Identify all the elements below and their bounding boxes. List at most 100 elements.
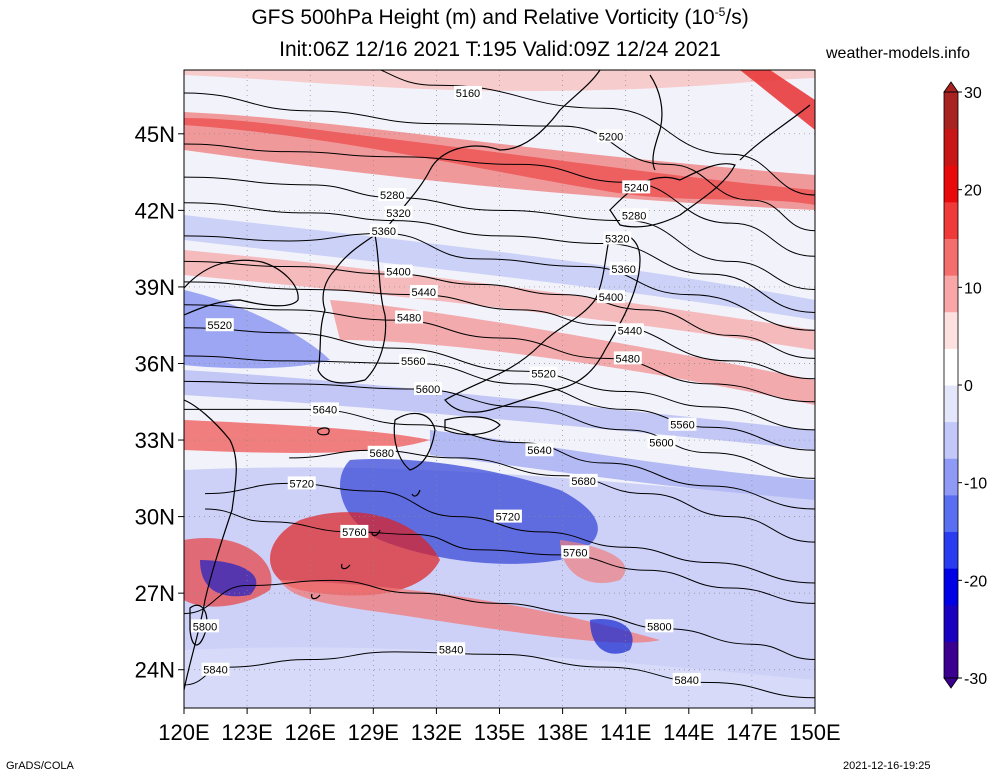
lat-tick-label: 45N xyxy=(135,122,175,147)
render-timestamp: 2021-12-16-19:25 xyxy=(843,760,931,772)
contour-label-5600: 5600 xyxy=(416,384,440,396)
site-credit: weather-models.info xyxy=(826,45,971,62)
colorbar-max-arrow xyxy=(943,81,959,93)
contour-label-bg xyxy=(645,619,674,633)
lat-tick-label: 30N xyxy=(135,505,175,530)
lon-tick-label: 138E xyxy=(537,720,588,745)
contour-label-5840: 5840 xyxy=(439,644,463,656)
colorbar-segment xyxy=(944,92,958,130)
contour-line-5160 xyxy=(379,70,815,196)
contour-label-bg xyxy=(596,129,625,143)
height-contours: 5160 5200 5240 5280 5280 5320 5320 5360 5360 5400… xyxy=(184,70,815,699)
lat-tick-label: 33N xyxy=(135,428,175,453)
contour-label-5840: 5840 xyxy=(203,665,227,677)
colorbar-tick-label: -30 xyxy=(964,671,987,688)
contour-line-5560 xyxy=(184,355,815,451)
colorbar: 30 20 10 0 -10 -20 -30 xyxy=(943,81,987,689)
contour-label-5800: 5800 xyxy=(647,621,671,633)
lon-tick-label: 141E xyxy=(600,720,651,745)
contour-label-bg xyxy=(672,672,701,686)
colorbar-segment xyxy=(944,385,958,423)
contour-label-5760: 5760 xyxy=(563,547,587,559)
contour-label-5600: 5600 xyxy=(649,438,673,450)
contour-label-5640: 5640 xyxy=(527,445,551,457)
coastline-ryukyu xyxy=(311,489,421,600)
vorticity-patch-south-blue xyxy=(590,619,633,654)
lon-tick-label: 123E xyxy=(221,720,272,745)
lon-tick-label: 132E xyxy=(411,720,462,745)
contour-label-bg xyxy=(395,310,424,324)
contour-line-5280 xyxy=(184,176,815,290)
contour-line-5640 xyxy=(184,408,815,510)
coastline-honshu xyxy=(444,232,641,413)
colorbar-segment xyxy=(944,275,958,313)
contour-label-5360: 5360 xyxy=(611,264,635,276)
colorbar-tick-label: -20 xyxy=(964,573,987,590)
contour-label-5560: 5560 xyxy=(670,420,694,432)
contour-line-5440 xyxy=(184,281,815,380)
colorbar-segment xyxy=(944,128,958,166)
colorbar-segment xyxy=(944,531,958,569)
contour-label-5720: 5720 xyxy=(496,512,520,524)
coastlines xyxy=(184,70,811,691)
vorticity-convective-blue-west xyxy=(200,560,257,597)
contour-label-5440: 5440 xyxy=(618,325,642,337)
lat-tick-label: 36N xyxy=(135,351,175,376)
coastline-kuril xyxy=(739,104,811,161)
contour-label-bg xyxy=(399,353,428,367)
contour-line-5320 xyxy=(184,202,815,313)
contour-line-5800 xyxy=(184,579,815,661)
coastline-hokkaido xyxy=(609,163,736,228)
contour-line-5240 xyxy=(184,143,815,257)
contour-label-bg xyxy=(369,223,398,237)
contour-label-bg xyxy=(201,662,230,676)
coastline-sakhalin xyxy=(649,74,663,171)
contour-label-5480: 5480 xyxy=(616,353,640,365)
contour-label-bg xyxy=(622,180,651,194)
contour-label-5400: 5400 xyxy=(386,267,410,279)
lon-tick-label: 144E xyxy=(663,720,714,745)
colorbar-segment xyxy=(944,604,958,642)
lon-tick-label: 126E xyxy=(285,720,336,745)
lon-tick-label: 120E xyxy=(158,720,209,745)
colorbar-segment xyxy=(944,421,958,459)
vorticity-band-korea-positive xyxy=(330,300,815,405)
contour-label-bg xyxy=(205,318,234,332)
contour-label-bg xyxy=(437,642,466,656)
contour-label-5320: 5320 xyxy=(386,208,410,220)
colorbar-segment xyxy=(944,458,958,496)
vorticity-band-27n-positive xyxy=(280,580,660,643)
contour-label-5200: 5200 xyxy=(599,131,623,143)
contour-label-5560: 5560 xyxy=(401,356,425,368)
colorbar-segment xyxy=(944,641,958,679)
colorbar-segment xyxy=(944,568,958,606)
contour-line-5600 xyxy=(184,380,815,479)
contour-line-5400 xyxy=(184,260,815,359)
colorbar-segment xyxy=(944,311,958,349)
contour-label-5720: 5720 xyxy=(290,478,314,490)
contour-label-5320: 5320 xyxy=(605,233,629,245)
lat-tick-label: 24N xyxy=(135,658,175,683)
colorbar-segment xyxy=(944,201,958,239)
lon-tick-label: 147E xyxy=(726,720,777,745)
colorbar-tick-label: -10 xyxy=(964,476,987,493)
contour-label-5520: 5520 xyxy=(531,369,555,381)
contour-label-bg xyxy=(384,205,413,219)
colorbar-tick-label: 30 xyxy=(964,85,982,102)
contour-label-bg xyxy=(668,417,697,431)
contour-label-5280: 5280 xyxy=(380,190,404,202)
contour-label-bg xyxy=(340,524,369,538)
contour-label-bg xyxy=(384,264,413,278)
contour-label-bg xyxy=(287,476,316,490)
lat-tick-label: 27N xyxy=(135,581,175,606)
title-line1-text: GFS 500hPa Height (m) and Relative Vorti… xyxy=(251,6,715,29)
lat-tick-label: 42N xyxy=(135,198,175,223)
contour-label-5240: 5240 xyxy=(624,182,648,194)
contour-line-5480 xyxy=(184,304,815,403)
contour-label-bg xyxy=(596,290,625,304)
coastline-jeju xyxy=(317,427,330,436)
contour-label-5480: 5480 xyxy=(397,313,421,325)
contour-label-5640: 5640 xyxy=(313,404,337,416)
vorticity-band-west-negative xyxy=(184,290,330,369)
